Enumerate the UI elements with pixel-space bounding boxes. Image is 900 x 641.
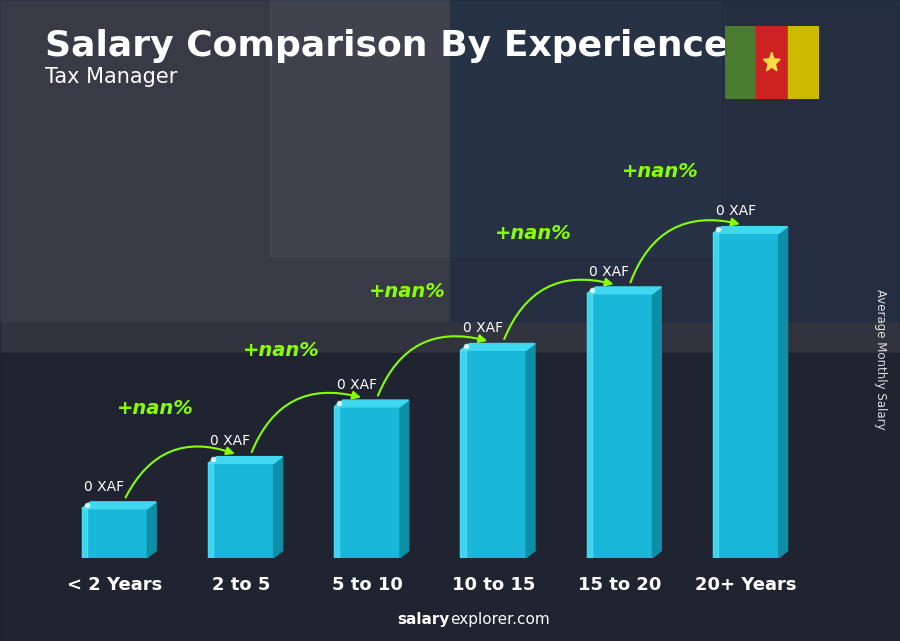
Text: 0 XAF: 0 XAF <box>463 321 503 335</box>
Polygon shape <box>400 400 409 558</box>
Text: 0 XAF: 0 XAF <box>211 435 250 448</box>
Bar <box>82 509 87 558</box>
Text: +nan%: +nan% <box>622 162 698 181</box>
Polygon shape <box>763 52 780 71</box>
Bar <box>208 463 213 558</box>
Bar <box>334 407 339 558</box>
Text: Average Monthly Salary: Average Monthly Salary <box>874 288 886 429</box>
Polygon shape <box>274 456 283 558</box>
Bar <box>0 353 900 641</box>
Bar <box>461 350 465 558</box>
Bar <box>756 26 788 99</box>
Polygon shape <box>713 227 788 233</box>
Bar <box>713 233 778 558</box>
Bar <box>270 0 720 256</box>
Polygon shape <box>334 400 409 407</box>
Text: 0 XAF: 0 XAF <box>590 265 629 279</box>
Text: salary: salary <box>398 612 450 627</box>
Text: Salary Comparison By Experience: Salary Comparison By Experience <box>45 29 728 63</box>
Text: +nan%: +nan% <box>495 224 572 243</box>
Text: +nan%: +nan% <box>116 399 194 418</box>
Text: +nan%: +nan% <box>243 341 320 360</box>
Text: 0 XAF: 0 XAF <box>337 378 377 392</box>
Bar <box>713 233 718 558</box>
Bar <box>587 294 592 558</box>
Polygon shape <box>461 344 535 350</box>
Bar <box>587 294 652 558</box>
Text: explorer.com: explorer.com <box>450 612 550 627</box>
Bar <box>0 0 450 320</box>
Polygon shape <box>526 344 535 558</box>
Bar <box>461 350 526 558</box>
Polygon shape <box>148 502 156 558</box>
Polygon shape <box>82 502 156 509</box>
Bar <box>788 26 819 99</box>
Polygon shape <box>652 287 662 558</box>
Polygon shape <box>778 227 788 558</box>
Polygon shape <box>208 456 283 463</box>
Bar <box>82 509 148 558</box>
Polygon shape <box>587 287 662 294</box>
Text: 0 XAF: 0 XAF <box>85 479 124 494</box>
Bar <box>724 26 756 99</box>
Text: Tax Manager: Tax Manager <box>45 67 177 87</box>
Bar <box>450 0 900 320</box>
Bar <box>208 463 274 558</box>
Text: +nan%: +nan% <box>369 282 446 301</box>
Bar <box>334 407 400 558</box>
Text: 0 XAF: 0 XAF <box>716 204 756 219</box>
